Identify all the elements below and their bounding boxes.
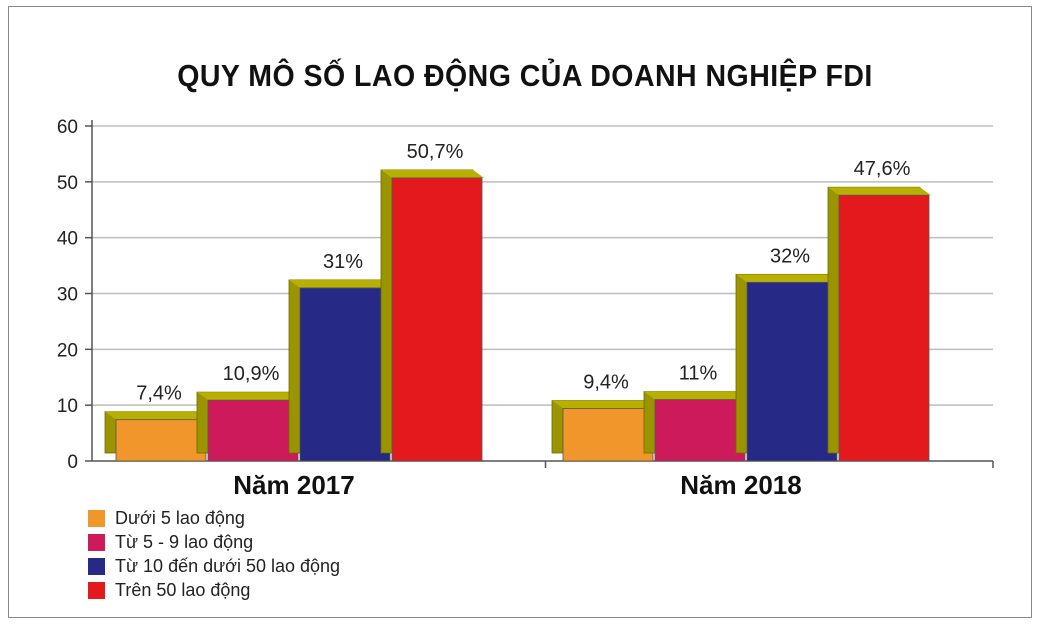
y-tick-label: 60 [57,117,78,138]
bar-top [552,400,655,409]
y-tick-label: 40 [57,229,78,250]
category-label: Năm 2017 [233,470,354,500]
bar-top [828,187,931,196]
bar-face [562,408,654,462]
legend-swatch [88,581,105,599]
category-label: Năm 2018 [680,470,801,500]
legend-item: Trên 50 lao động [88,578,340,602]
data-label: 7,4% [136,383,182,405]
data-label: 31% [323,251,363,273]
legend-label: Dưới 5 lao động [115,507,245,528]
bar [288,279,392,462]
bar-face [391,177,483,462]
bar-face [115,419,207,462]
y-tick-label: 50 [57,173,78,194]
bar [551,400,655,462]
bar [827,186,931,462]
bar [104,411,208,462]
bar-top [197,392,300,401]
data-label: 50,7% [407,141,464,163]
y-tick-label: 30 [57,285,78,306]
legend-label: Từ 5 - 9 lao động [115,531,254,552]
legend-swatch [88,509,105,527]
bar-top [289,279,392,288]
bar [735,273,839,462]
bar-face [299,287,391,462]
legend: Dưới 5 lao động Từ 5 - 9 lao động Từ 10 đế… [88,506,340,602]
legend-swatch [88,557,105,575]
bar-top [381,169,484,178]
bar-face [207,399,299,462]
bar-top [736,274,839,283]
legend-swatch [88,533,105,551]
legend-label: Trên 50 lao động [115,579,251,600]
y-tick-label: 20 [57,340,78,361]
legend-item: Từ 5 - 9 lao động [88,530,340,554]
data-label: 9,4% [583,372,629,394]
bar-face [838,194,930,462]
bar-top [644,391,747,400]
chart-title: QUY MÔ SỐ LAO ĐỘNG CỦA DOANH NGHIỆP FDI [177,58,873,93]
bar-face [654,399,746,462]
y-tick-label: 0 [67,452,78,473]
legend-item: Dưới 5 lao động [88,506,340,530]
bar [380,169,484,462]
data-label: 32% [770,245,810,267]
bar [643,391,747,462]
y-tick-label: 10 [57,396,78,417]
data-label: 11% [679,363,718,385]
data-label: 47,6% [854,158,911,180]
data-label: 10,9% [223,363,280,385]
legend-item: Từ 10 đến dưới 50 lao động [88,554,340,578]
bar-top [105,411,208,420]
bar-face [746,281,838,462]
bar [196,391,300,462]
legend-label: Từ 10 đến dưới 50 lao động [115,555,341,576]
